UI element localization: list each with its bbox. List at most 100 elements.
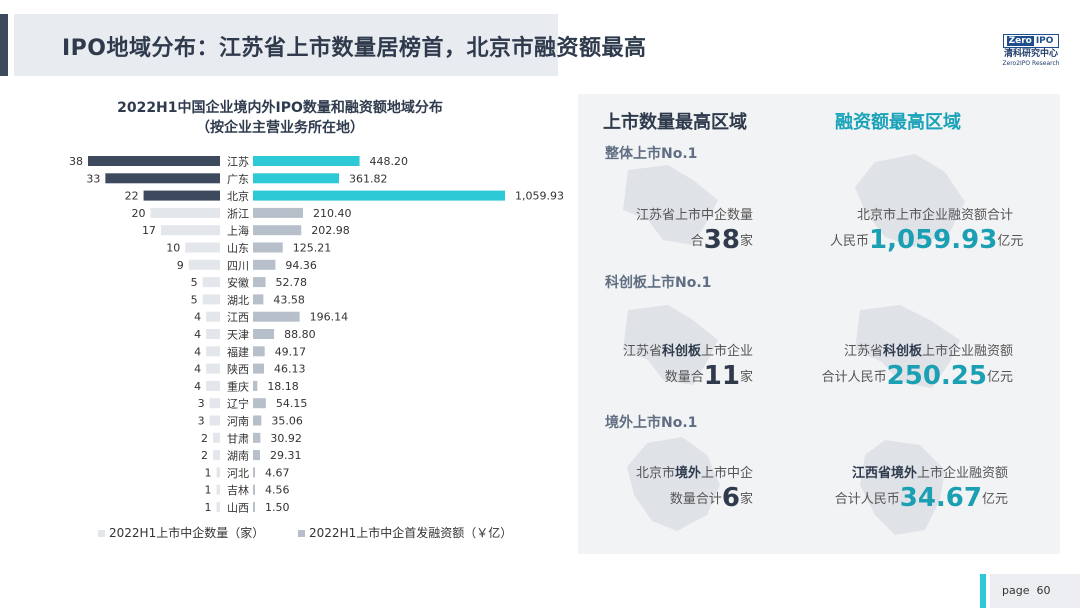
amount-label: 88.80 xyxy=(284,328,316,341)
stat-pre: 数量合 xyxy=(664,370,704,385)
stat-post: 家 xyxy=(739,492,753,507)
stat-count-star-line1: 江苏省科创板上市企业 xyxy=(600,340,753,364)
amount-label: 125.21 xyxy=(293,242,332,255)
count-label: 17 xyxy=(142,224,156,237)
count-label: 1 xyxy=(205,484,212,497)
amount-bar xyxy=(253,363,264,374)
stat-big-number: 250.25 xyxy=(886,361,987,391)
title-accent-bar xyxy=(0,14,8,76)
count-label: 10 xyxy=(166,242,180,255)
count-label: 4 xyxy=(194,363,201,376)
count-label: 5 xyxy=(191,276,198,289)
stat-post: 家 xyxy=(739,370,753,385)
province-label: 辽宁 xyxy=(227,397,249,411)
page-number: page 60 xyxy=(1002,584,1050,597)
province-label: 浙江 xyxy=(227,207,249,220)
amount-bar xyxy=(253,259,276,270)
count-label: 33 xyxy=(86,172,100,185)
logo-en-text: Zero2IPO Research xyxy=(1002,60,1060,67)
stat-text: 上市中企 xyxy=(700,466,753,481)
stat-emph: 境外 xyxy=(890,466,917,481)
amount-bar xyxy=(253,207,304,218)
amount-bar xyxy=(253,311,300,322)
amount-bar xyxy=(253,502,255,512)
stat-amount-star-line1: 江苏省科创板上市企业融资额 xyxy=(820,340,1013,364)
stat-count-overseas-line1: 北京市境外上市中企 xyxy=(600,462,753,486)
amount-bar xyxy=(253,346,265,357)
stat-amount-star-line2: 合计人民币250.25亿元 xyxy=(820,361,1013,391)
count-label: 4 xyxy=(194,345,201,358)
province-label: 四川 xyxy=(227,259,249,272)
stat-big-number: 11 xyxy=(703,361,740,391)
count-bar xyxy=(160,225,220,236)
province-label: 江苏 xyxy=(227,156,249,169)
chart-subtitle: （按企业主营业务所在地） xyxy=(196,120,364,136)
province-label: 江西 xyxy=(227,311,249,324)
section-label-overall: 整体上市No.1 xyxy=(605,146,698,162)
stat-big-number: 34.67 xyxy=(899,483,982,513)
province-label: 广东 xyxy=(227,173,249,186)
stat-amount-overseas-line1: 江西省境外上市企业融资额 xyxy=(820,462,1008,486)
zero2ipo-logo: Zero IPO 清科研究中心 Zero2IPO Research xyxy=(1000,28,1062,68)
province-label: 重庆 xyxy=(227,379,249,393)
stat-post: 亿元 xyxy=(986,370,1013,385)
amount-label: 49.17 xyxy=(275,345,307,358)
count-bar xyxy=(88,156,220,166)
count-bar xyxy=(105,173,220,184)
amount-label: 4.56 xyxy=(265,484,290,497)
amount-bar xyxy=(253,242,283,253)
stat-emph: 境外 xyxy=(674,466,701,481)
page-number-box xyxy=(990,574,1080,608)
count-label: 3 xyxy=(198,397,205,410)
stat-count-star-line2: 数量合11家 xyxy=(600,361,753,391)
logo-brand-right: IPO xyxy=(1035,36,1054,46)
stat-count-overall: 江苏省上市中企数量 合38家 xyxy=(600,204,753,254)
count-bar xyxy=(202,294,220,305)
count-label: 5 xyxy=(191,293,198,306)
stat-emph: 科创板 xyxy=(882,344,922,359)
count-label: 1 xyxy=(205,466,212,479)
stat-text: 江苏省 xyxy=(622,344,662,359)
stat-pre: 合计人民币 xyxy=(821,370,887,385)
legend-label-amount: 2022H1上市中企首发融资额（￥亿） xyxy=(309,526,513,540)
logo-cn-text: 清科研究中心 xyxy=(1003,49,1058,59)
logo-mark: Zero IPO xyxy=(1002,34,1060,48)
province-label: 天津 xyxy=(227,329,249,342)
stat-big-number: 1,059.93 xyxy=(869,225,998,255)
stat-emph: 科创板 xyxy=(661,344,701,359)
stat-text: 上市企业融资额 xyxy=(921,344,1013,359)
legend-label-count: 2022H1上市中企数量（家） xyxy=(109,526,265,540)
count-label: 4 xyxy=(194,380,201,393)
amount-label: 46.13 xyxy=(274,363,306,376)
stat-count-overall-line2: 合38家 xyxy=(600,227,753,254)
beijing-map-icon xyxy=(855,154,965,247)
count-bar xyxy=(185,242,220,253)
amount-label: 4.67 xyxy=(265,466,290,479)
page-accent-bar xyxy=(980,574,986,608)
count-label: 2 xyxy=(201,449,208,462)
amount-bar xyxy=(253,415,262,426)
count-label: 4 xyxy=(194,328,201,341)
stat-post: 亿元 xyxy=(981,492,1008,507)
head-count: 上市数量最高区域 xyxy=(603,112,747,133)
jiangsu-map-icon-2 xyxy=(623,305,718,385)
amount-label: 30.92 xyxy=(270,432,302,445)
amount-bar xyxy=(253,294,264,305)
legend-swatch-count xyxy=(98,530,105,537)
section-label-star: 科创板上市No.1 xyxy=(605,275,712,291)
stat-post: 亿元 xyxy=(997,234,1024,249)
count-bar xyxy=(143,190,220,201)
amount-label: 202.98 xyxy=(311,224,350,237)
count-bar xyxy=(206,346,220,357)
legend-swatch-amount xyxy=(298,530,306,537)
amount-label: 1,059.93 xyxy=(515,190,564,203)
province-label: 山西 xyxy=(227,502,249,515)
chart-title: 2022H1中国企业境内外IPO数量和融资额地域分布 xyxy=(117,100,443,116)
title-background xyxy=(14,14,558,76)
amount-label: 94.36 xyxy=(285,259,317,272)
count-bar xyxy=(206,380,220,391)
count-bar xyxy=(206,329,220,339)
count-bar xyxy=(209,415,220,426)
page-label: page xyxy=(1002,584,1030,597)
